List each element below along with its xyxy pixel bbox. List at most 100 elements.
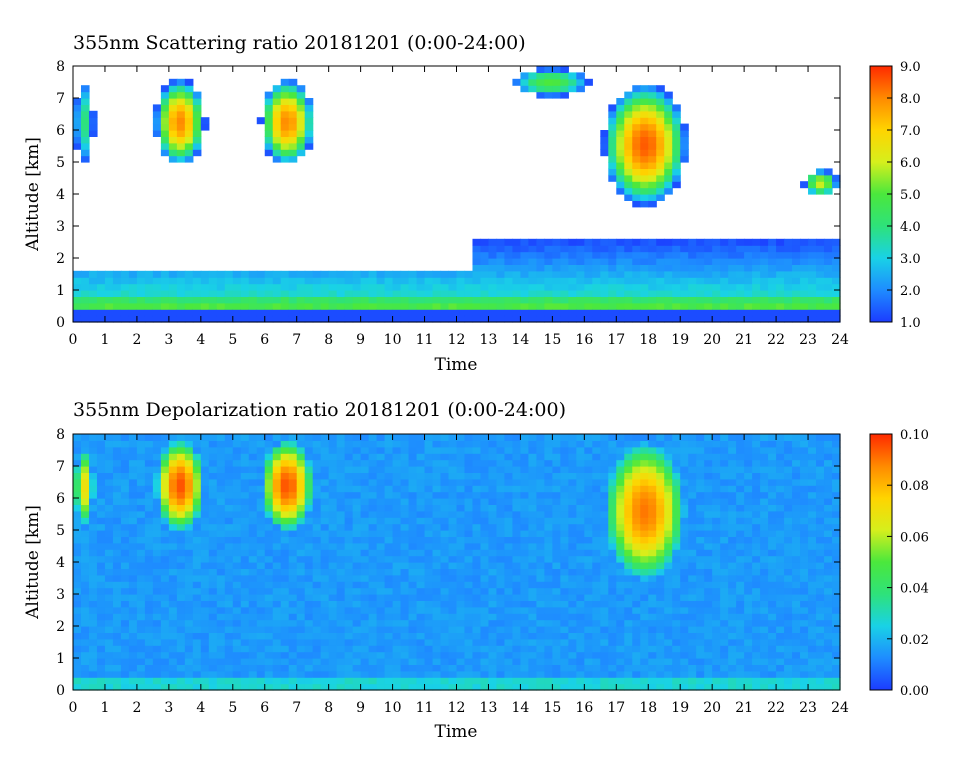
heatmap-cell: [504, 632, 514, 640]
heatmap-cell: [680, 638, 689, 646]
heatmap-cell: [600, 632, 609, 640]
heatmap-cell: [712, 683, 721, 691]
heatmap-cell: [528, 251, 537, 259]
heatmap-cell: [440, 270, 450, 278]
heatmap-cell: [280, 123, 290, 131]
heatmap-cell: [480, 523, 490, 531]
heatmap-cell: [248, 459, 258, 467]
heatmap-cell: [520, 683, 530, 691]
heatmap-cell: [160, 574, 170, 582]
heatmap-cell: [560, 478, 569, 486]
heatmap-cell: [336, 315, 346, 323]
heatmap-cell: [296, 555, 306, 563]
heatmap-cell: [720, 613, 729, 621]
heatmap-cell: [320, 613, 330, 621]
heatmap-cell: [73, 142, 82, 150]
heatmap-cell: [544, 619, 553, 627]
heatmap-cell: [248, 270, 258, 278]
heatmap-cell: [720, 523, 729, 531]
heatmap-cell: [88, 504, 98, 512]
heatmap-cell: [648, 110, 657, 118]
heatmap-cell: [264, 517, 274, 525]
heatmap-cell: [224, 530, 234, 537]
heatmap-cell: [328, 632, 338, 640]
heatmap-cell: [824, 181, 833, 189]
heatmap-cell: [384, 658, 394, 665]
heatmap-cell: [184, 123, 194, 131]
heatmap-cell: [680, 472, 689, 480]
heatmap-cell: [624, 258, 633, 265]
heatmap-cell: [680, 510, 689, 518]
heatmap-cell: [280, 670, 290, 678]
heatmap-cell: [200, 309, 210, 317]
heatmap-cell: [752, 549, 761, 557]
heatmap-cell: [216, 290, 226, 297]
heatmap-cell: [360, 315, 370, 323]
heatmap-cell: [632, 658, 641, 665]
heatmap-cell: [632, 302, 641, 310]
heatmap-cell: [496, 530, 506, 537]
heatmap-cell: [224, 277, 234, 285]
heatmap-cell: [416, 651, 426, 659]
heatmap-cell: [736, 510, 745, 518]
heatmap-cell: [152, 478, 162, 486]
heatmap-cell: [408, 683, 418, 691]
heatmap-cell: [256, 536, 266, 544]
heatmap-cell: [560, 638, 569, 646]
heatmap-cell: [704, 568, 713, 576]
heatmap-cell: [160, 472, 170, 480]
heatmap-cell: [184, 290, 194, 297]
heatmap-cell: [488, 478, 498, 486]
heatmap-cell: [408, 581, 418, 589]
heatmap-cell: [152, 581, 162, 589]
heatmap-cell: [768, 677, 777, 685]
heatmap-cell: [664, 510, 673, 518]
heatmap-cell: [640, 651, 649, 659]
heatmap-cell: [528, 72, 537, 80]
heatmap-cell: [368, 619, 378, 627]
heatmap-cell: [200, 270, 210, 278]
heatmap-cell: [784, 302, 793, 310]
heatmap-cell: [632, 283, 641, 291]
heatmap-cell: [73, 581, 82, 589]
heatmap-cell: [320, 290, 330, 297]
heatmap-cell: [80, 510, 90, 518]
heatmap-cell: [568, 587, 577, 595]
heatmap-cell: [320, 600, 330, 608]
heatmap-cell: [600, 549, 609, 557]
heatmap-cell: [640, 136, 649, 144]
heatmap-cell: [104, 670, 114, 678]
heatmap-cell: [288, 632, 298, 640]
heatmap-cell: [752, 485, 761, 493]
heatmap-cell: [696, 562, 705, 569]
heatmap-cell: [816, 309, 825, 317]
heatmap-cell: [408, 270, 418, 278]
heatmap-cell: [224, 626, 234, 633]
heatmap-cell: [504, 459, 514, 467]
heatmap-cell: [624, 168, 633, 176]
heatmap-cell: [680, 434, 689, 441]
heatmap-cell: [88, 277, 98, 285]
heatmap-cell: [104, 574, 114, 582]
heatmap-cell: [536, 658, 545, 665]
heatmap-cell: [656, 168, 665, 176]
x-tick-label: 4: [196, 332, 205, 348]
heatmap-cell: [320, 485, 330, 493]
heatmap-cell: [528, 555, 537, 563]
heatmap-cell: [416, 440, 426, 448]
heatmap-cell: [400, 626, 410, 633]
heatmap-cell: [632, 683, 641, 691]
heatmap-cell: [560, 472, 569, 480]
heatmap-cell: [648, 117, 657, 125]
heatmap-cell: [600, 587, 609, 595]
heatmap-cell: [664, 315, 673, 323]
heatmap-cell: [120, 670, 130, 678]
heatmap-cell: [272, 638, 282, 646]
heatmap-cell: [304, 600, 314, 608]
heatmap-cell: [832, 296, 841, 304]
heatmap-cell: [560, 245, 569, 253]
heatmap-cell: [280, 155, 290, 163]
heatmap-cell: [160, 491, 170, 499]
heatmap-cell: [456, 440, 466, 448]
heatmap-cell: [640, 549, 649, 557]
